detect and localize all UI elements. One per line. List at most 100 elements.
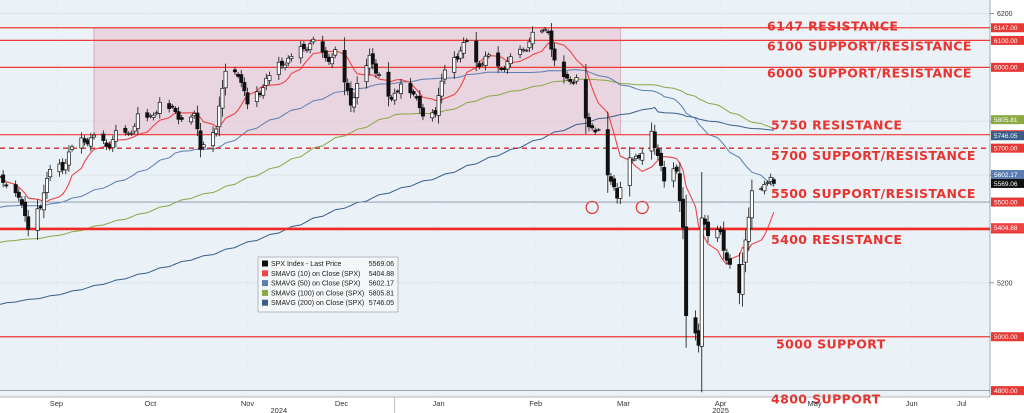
- candle-body: [765, 182, 770, 184]
- date-axis-panel: [0, 397, 990, 413]
- candle-body: [464, 40, 469, 42]
- candle-body: [477, 63, 482, 68]
- candle-body: [13, 184, 18, 194]
- level-label-6147: 6147 RESISTANCE: [767, 19, 898, 34]
- candle-body: [524, 49, 529, 52]
- candle-body: [718, 228, 723, 233]
- candle-body: [546, 31, 551, 34]
- candle-body: [430, 112, 435, 119]
- candle-body: [123, 127, 128, 133]
- candle-body: [214, 128, 219, 134]
- candle-body: [305, 49, 310, 51]
- candle-body: [455, 56, 460, 60]
- highlight-circle: [585, 200, 599, 215]
- price-badge: [991, 332, 1024, 342]
- candle-body: [289, 56, 294, 59]
- candle-body: [561, 61, 566, 78]
- month-label-jun: Jun: [906, 399, 918, 408]
- candle-body: [552, 48, 557, 61]
- legend-swatch: [262, 270, 268, 277]
- legend: SPX Index - Last Price 5569.06 SMAVG (10) …: [257, 256, 399, 313]
- candle-body: [527, 41, 532, 49]
- candle-body: [1, 174, 6, 183]
- candle-body: [129, 132, 134, 135]
- candle-body: [715, 229, 720, 239]
- candle-body: [596, 129, 601, 131]
- candle-body: [179, 117, 184, 120]
- candle-body: [395, 90, 400, 93]
- candle-body: [759, 188, 764, 190]
- highlight-circle: [635, 200, 649, 215]
- candle-body: [590, 125, 595, 129]
- price-badge-text: 6000.00: [994, 65, 1018, 72]
- candle-body: [768, 176, 773, 182]
- legend-value: 5569.06: [369, 261, 394, 268]
- candle-body: [655, 148, 660, 156]
- candle-body: [439, 80, 444, 97]
- candle-body: [245, 92, 250, 105]
- price-badge-text: 6100.00: [994, 38, 1018, 45]
- candle-body: [279, 60, 284, 66]
- candle-body: [502, 67, 507, 70]
- candle-body: [145, 112, 150, 118]
- candles: [0, 23, 776, 393]
- legend-name: SPX Index - Last Price: [271, 261, 342, 268]
- candle-body: [167, 103, 172, 109]
- candle-body: [746, 216, 751, 242]
- month-label-feb: Feb: [529, 399, 542, 408]
- candle-body: [408, 83, 413, 94]
- candle-body: [486, 54, 491, 57]
- candle-body: [70, 146, 75, 150]
- candle-body: [63, 162, 68, 171]
- legend-swatch: [262, 260, 268, 267]
- level-labels: 6147 RESISTANCE 6100 SUPPORT/RESISTANCE 60…: [767, 19, 975, 407]
- candle-body: [320, 41, 325, 53]
- level-label-6100: 6100 SUPPORT/RESISTANCE: [767, 38, 972, 53]
- legend-box: [257, 256, 399, 313]
- candle-body: [348, 87, 353, 106]
- candle-body: [211, 132, 216, 147]
- price-badge: [991, 178, 1024, 188]
- candle-body: [345, 82, 350, 92]
- candle-body: [101, 133, 106, 141]
- month-label-sep: Sep: [50, 399, 63, 408]
- candle-body: [85, 139, 90, 145]
- month-label-dec: Dec: [335, 399, 349, 408]
- level-label-5000: 5000 SUPPORT: [776, 337, 886, 352]
- legend-swatch: [262, 299, 268, 306]
- price-badge-text: 4800.00: [994, 388, 1018, 395]
- month-label-jan: Jan: [433, 399, 445, 408]
- candle-body: [749, 190, 754, 219]
- month-label-oct: Oct: [145, 399, 158, 408]
- candle-body: [79, 137, 84, 149]
- highlight-circles: [585, 200, 649, 215]
- candle-body: [26, 216, 31, 230]
- sma-100-line: [0, 78, 775, 243]
- candle-body: [508, 56, 513, 65]
- candle-body: [593, 129, 598, 133]
- candle-body: [420, 107, 425, 117]
- candle-body: [496, 52, 501, 67]
- price-badge: [991, 35, 1024, 45]
- price-axis: 52005600580062006147.006100.006000.00575…: [989, 0, 1024, 397]
- candle-body: [608, 176, 613, 182]
- legend-name: SMAVG (50) on Close (SPX): [271, 281, 360, 288]
- candle-body: [737, 264, 742, 294]
- candle-body: [684, 226, 689, 317]
- candle-body: [4, 184, 9, 187]
- price-badge-text: 5700.00: [994, 146, 1018, 153]
- candle-body: [201, 144, 206, 148]
- candle-body: [254, 91, 259, 102]
- candle-body: [258, 92, 263, 96]
- level-lines: [0, 27, 990, 392]
- price-badge-text: 5569.06: [994, 181, 1018, 188]
- candle-body: [587, 117, 591, 128]
- price-tick-label: 6200: [997, 11, 1013, 18]
- candle-body: [298, 46, 303, 59]
- candle-body: [565, 73, 570, 79]
- legend-name: SMAVG (200) on Close (SPX): [271, 300, 364, 307]
- candle-body: [173, 108, 178, 113]
- candle-body: [330, 57, 335, 65]
- candle-body: [23, 201, 28, 217]
